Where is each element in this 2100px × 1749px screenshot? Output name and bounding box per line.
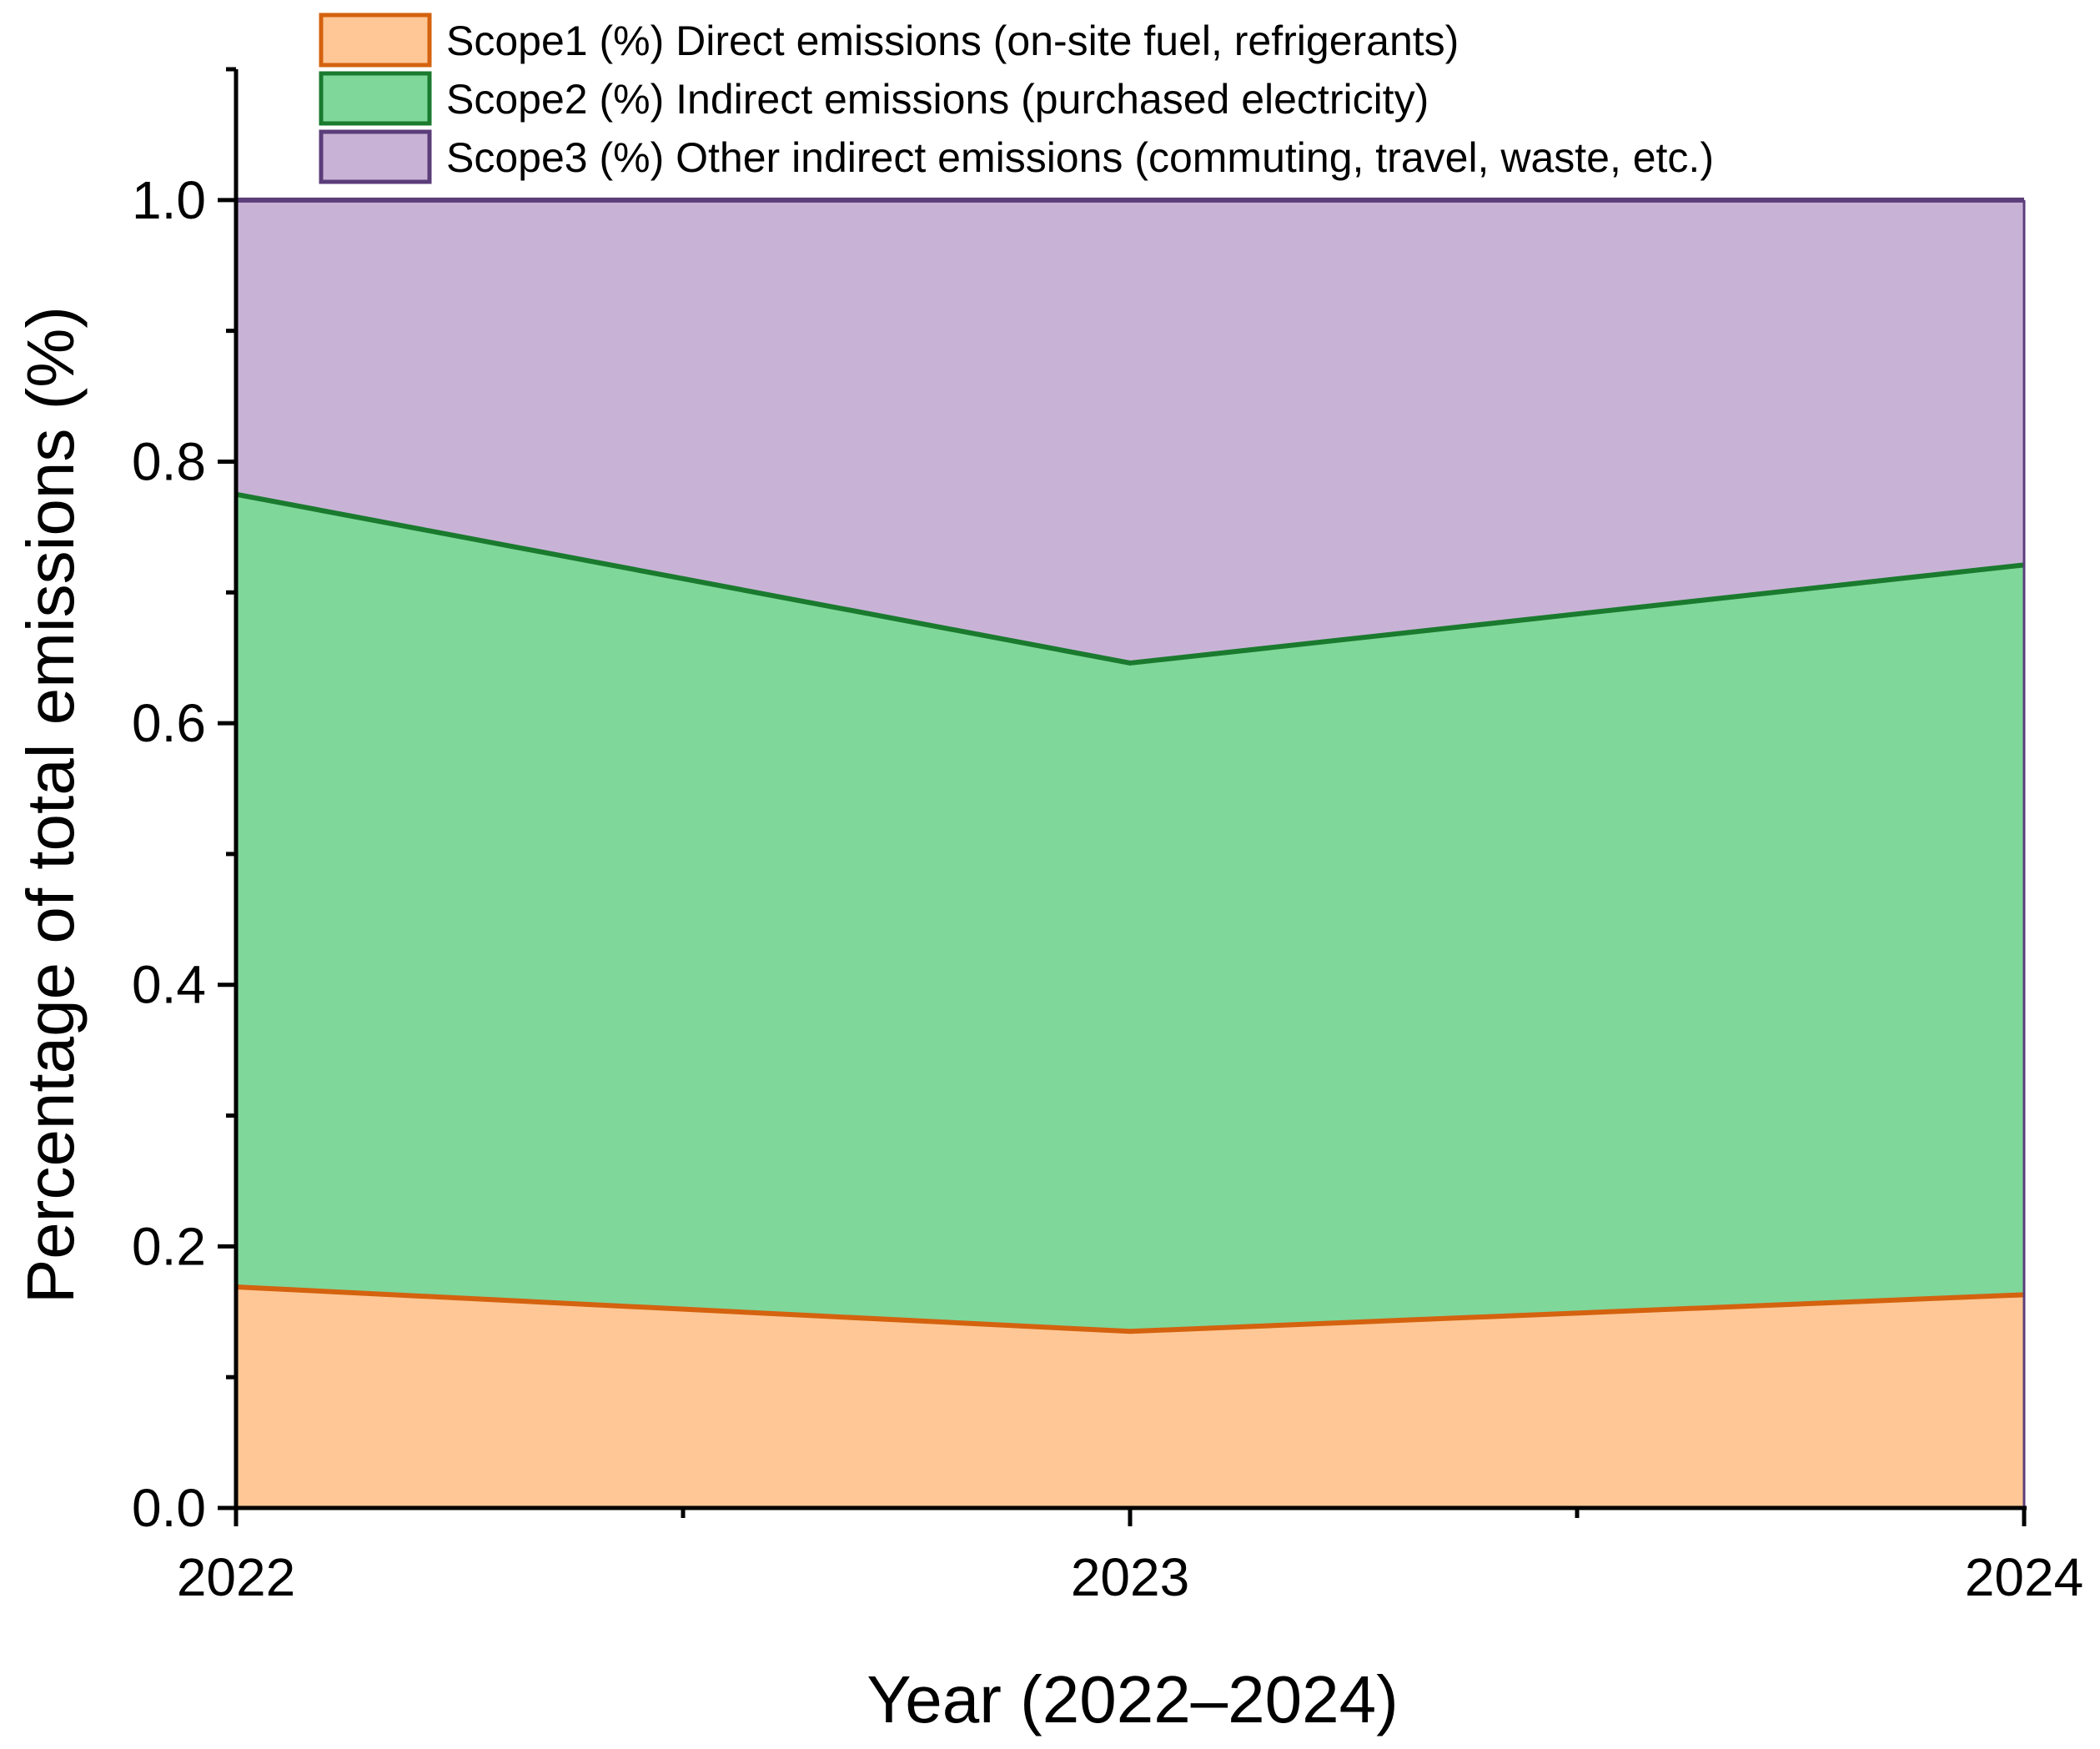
area-line-series-2 [235, 491, 2025, 666]
area-line-series-1 [235, 1284, 2025, 1334]
area-series-2 [236, 494, 2024, 1332]
y-tick-label: 0.8 [132, 431, 206, 491]
area-series-1 [236, 1286, 2024, 1508]
area-layers [235, 197, 2026, 1508]
y-tick-label: 0.6 [132, 693, 206, 753]
y-axis-title: Percentage of total emissions (%) [13, 306, 88, 1304]
x-axis-title: Year (2022–2024) [867, 1662, 1399, 1736]
legend-swatch-3 [319, 129, 432, 184]
x-tick-label: 2023 [1071, 1547, 1189, 1607]
legend-label-3: Scope3 (%) Other indirect emissions (com… [446, 134, 1714, 181]
legend-swatch-2 [319, 71, 432, 126]
legend-label-1: Scope1 (%) Direct emissions (on-site fue… [446, 18, 1459, 64]
y-tick-label: 0.4 [132, 955, 206, 1015]
ticks: 0.0 0.2 0.4 0.6 0.8 1.0 2022 2023 2024 [132, 67, 2083, 1607]
y-tick-label: 1.0 [132, 170, 206, 230]
x-tick-label: 2022 [177, 1547, 295, 1607]
legend-label-2: Scope2 (%) Indirect emissions (purchased… [446, 76, 1429, 123]
x-tick-label: 2024 [1965, 1547, 2083, 1607]
area-series-3 [236, 199, 2024, 663]
legend: Scope1 (%) Direct emissions (on-site fue… [319, 13, 1714, 184]
y-tick-label: 0.2 [132, 1216, 206, 1276]
y-tick-label: 0.0 [132, 1478, 206, 1538]
legend-swatch-1 [319, 13, 432, 68]
